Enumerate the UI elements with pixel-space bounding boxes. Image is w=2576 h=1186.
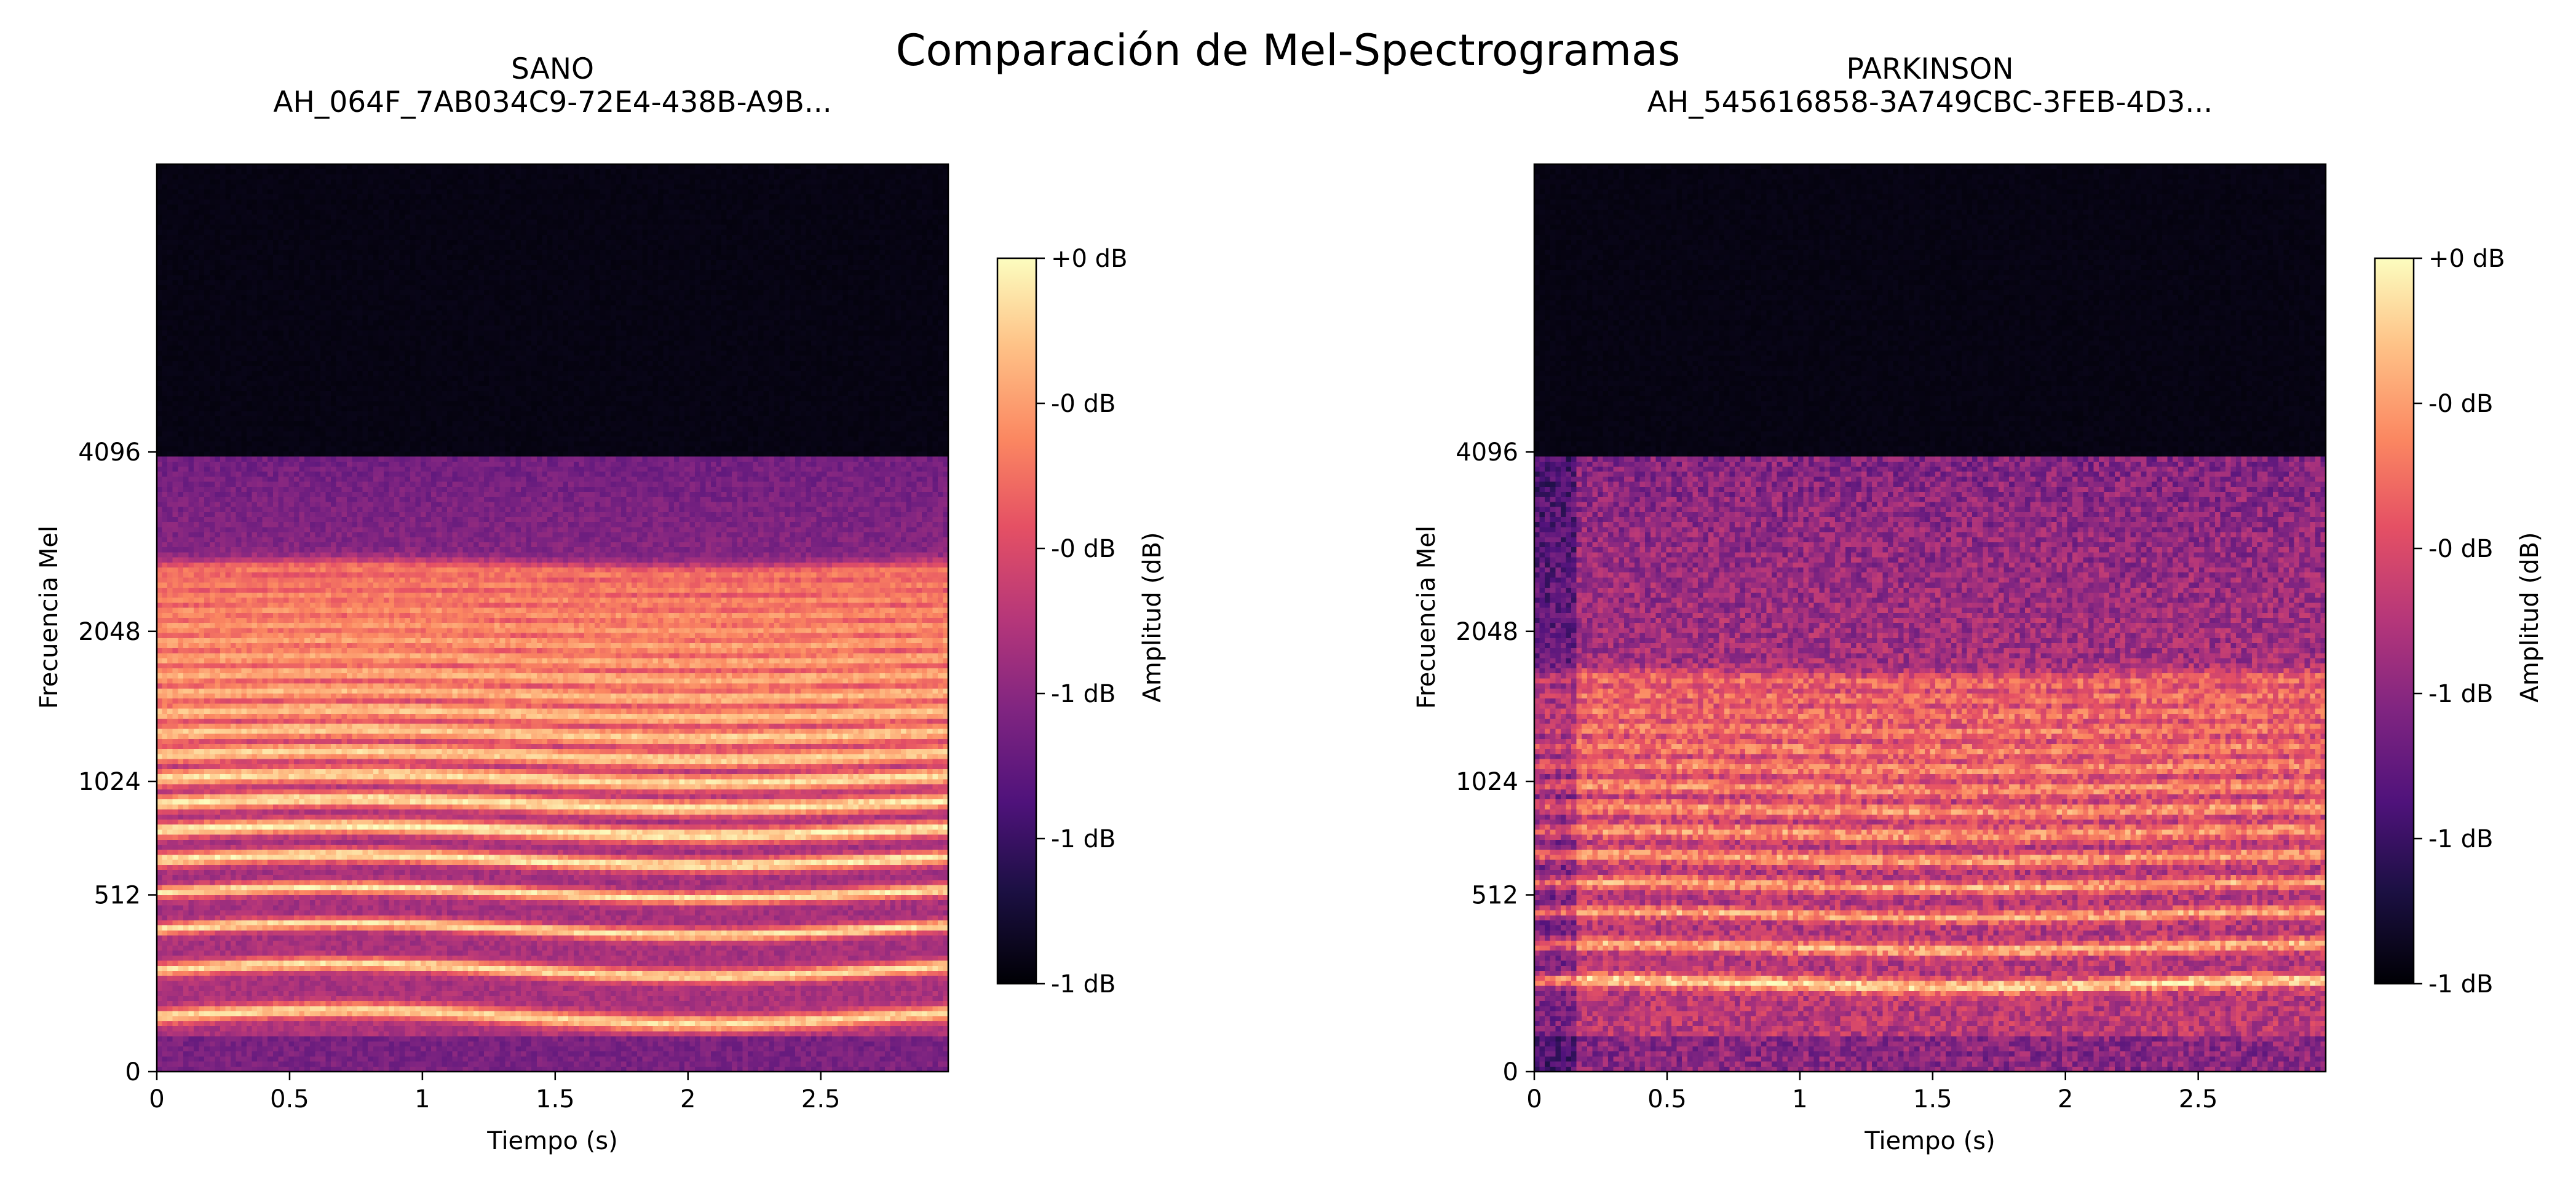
colorbar-label: Amplitud (dB)	[2516, 532, 2544, 703]
y-tick-label: 512	[1472, 882, 1518, 910]
y-tick-label: 4096	[78, 438, 141, 467]
plot-frame	[156, 163, 949, 1073]
x-tick-label: 0.5	[270, 1085, 309, 1113]
x-tick-label: 1	[414, 1085, 430, 1113]
y-tick-label: 2048	[78, 618, 141, 646]
y-axis-label: Frecuencia Mel	[35, 525, 63, 710]
panel-title-line1: SANO	[510, 52, 594, 86]
x-tick-label: 0	[1526, 1085, 1542, 1113]
colorbar-label: Amplitud (dB)	[1138, 532, 1167, 703]
y-tick-label: 0	[1503, 1058, 1518, 1086]
spectrogram-heatmap	[157, 164, 948, 1072]
colorbar-tick-label: -1 dB	[2428, 970, 2493, 998]
colorbar-tick-label: +0 dB	[2428, 245, 2505, 273]
x-tick-label: 2	[2058, 1085, 2073, 1113]
colorbar-tick-label: -1 dB	[1051, 680, 1116, 708]
y-tick-label: 512	[94, 882, 141, 910]
y-tick-label: 0	[125, 1058, 141, 1086]
y-axis-label: Frecuencia Mel	[1413, 525, 1441, 710]
panel-title-line2: AH_545616858-3A749CBC-3FEB-4D3...	[1647, 85, 2213, 119]
colorbar-tick-label: -1 dB	[1051, 970, 1116, 998]
colorbar-tick-label: -0 dB	[2428, 390, 2493, 418]
chart-panel-sano: SANO AH_064F_7AB034C9-72E4-438B-A9B... 0…	[35, 52, 1167, 1155]
x-tick-label: 1	[1792, 1085, 1807, 1113]
y-tick-label: 1024	[78, 768, 141, 796]
colorbar-tick-label: -1 dB	[2428, 680, 2493, 708]
panel-title-line1: PARKINSON	[1846, 52, 2014, 86]
x-tick-label: 2	[680, 1085, 696, 1113]
y-tick-label: 4096	[1456, 438, 1518, 467]
figure-title: Comparación de Mel-Spectrogramas	[895, 25, 1681, 76]
spectrogram-heatmap	[1534, 164, 2326, 1072]
y-tick-label: 2048	[1456, 618, 1518, 646]
x-tick-label: 1.5	[536, 1085, 575, 1113]
chart-panel-parkinson: PARKINSON AH_545616858-3A749CBC-3FEB-4D3…	[1377, 0, 2576, 1186]
panel-title-line2: AH_064F_7AB034C9-72E4-438B-A9B...	[273, 85, 832, 119]
axes-svg: 0 0.5 1 1.5 2 2.5 0 512 1024 2048 4096 +0 dB -0 dB -0…	[78, 163, 1128, 1113]
x-tick-label: 2.5	[801, 1085, 841, 1113]
x-tick-label: 1.5	[1913, 1085, 1952, 1113]
colorbar	[996, 257, 1037, 985]
axes-svg: 0 0.5 1 1.5 2 2.5 0 512 1024 2048 4096 +0 dB -0 dB -0…	[1456, 163, 2505, 1113]
plot-frame	[1533, 163, 2327, 1073]
y-tick-label: 1024	[1456, 768, 1518, 796]
x-axis-label: Tiempo (s)	[1865, 1127, 1995, 1155]
colorbar-tick-label: -1 dB	[2428, 825, 2493, 853]
x-tick-label: 2.5	[2179, 1085, 2218, 1113]
x-axis-label: Tiempo (s)	[487, 1127, 618, 1155]
colorbar-tick-label: -0 dB	[2428, 535, 2493, 563]
x-tick-label: 0.5	[1647, 1085, 1687, 1113]
colorbar-tick-label: -0 dB	[1051, 390, 1116, 418]
colorbar-tick-label: +0 dB	[1051, 245, 1128, 273]
x-tick-label: 0	[149, 1085, 164, 1113]
colorbar	[2374, 257, 2415, 985]
colorbar-tick-label: -0 dB	[1051, 535, 1116, 563]
colorbar-tick-label: -1 dB	[1051, 825, 1116, 853]
